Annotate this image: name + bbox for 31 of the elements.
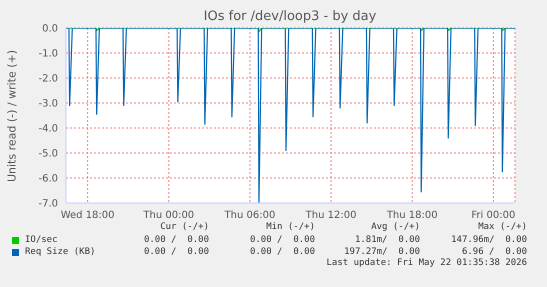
- legend-label: IO/sec: [25, 235, 58, 245]
- x-tick-label: Thu 00:00: [142, 210, 194, 222]
- y-tick-label: -4.0: [38, 124, 58, 135]
- y-tick-label: -1.0: [38, 48, 58, 60]
- x-tick-label: Thu 06:00: [224, 210, 276, 222]
- y-tick-label: 0.0: [42, 24, 58, 35]
- x-tick-label: Thu 12:00: [304, 210, 356, 222]
- y-tick-label: -5.0: [38, 148, 58, 160]
- text: Last update: Fri May 22 01:35:38 2026: [326, 258, 527, 268]
- legend-label: Req Size (KB): [25, 247, 96, 257]
- x-tick-label: Thu 18:00: [386, 210, 438, 222]
- text: 1.81m/ 0.00: [354, 235, 420, 245]
- x-tick-label: Wed 18:00: [60, 210, 115, 222]
- text: Max (-/+): [477, 222, 527, 234]
- text: 0.00 / 0.00: [142, 235, 209, 245]
- text: 6.96 / 0.00: [460, 247, 527, 257]
- text: 0.00 / 0.00: [248, 235, 315, 245]
- y-tick-label: -2.0: [38, 74, 58, 85]
- y-axis-title: Units read (-) / write (+): [6, 50, 18, 182]
- y-tick-label: -6.0: [38, 174, 58, 185]
- text: Cur (-/+): [159, 222, 209, 234]
- text: Avg (-/+): [370, 222, 420, 234]
- chart-title: IOs for /dev/loop3 - by day: [202, 9, 378, 24]
- text: 147.96m/ 0.00: [450, 235, 527, 245]
- text: Min (-/+): [265, 222, 315, 234]
- x-tick-label: Fri 00:00: [471, 210, 516, 222]
- y-tick-label: -3.0: [38, 98, 58, 110]
- text: 0.00 / 0.00: [248, 247, 315, 257]
- y-tick-label: -7.0: [38, 198, 58, 210]
- text: 0.00 / 0.00: [142, 247, 209, 257]
- text: 197.27m/ 0.00: [343, 247, 420, 257]
